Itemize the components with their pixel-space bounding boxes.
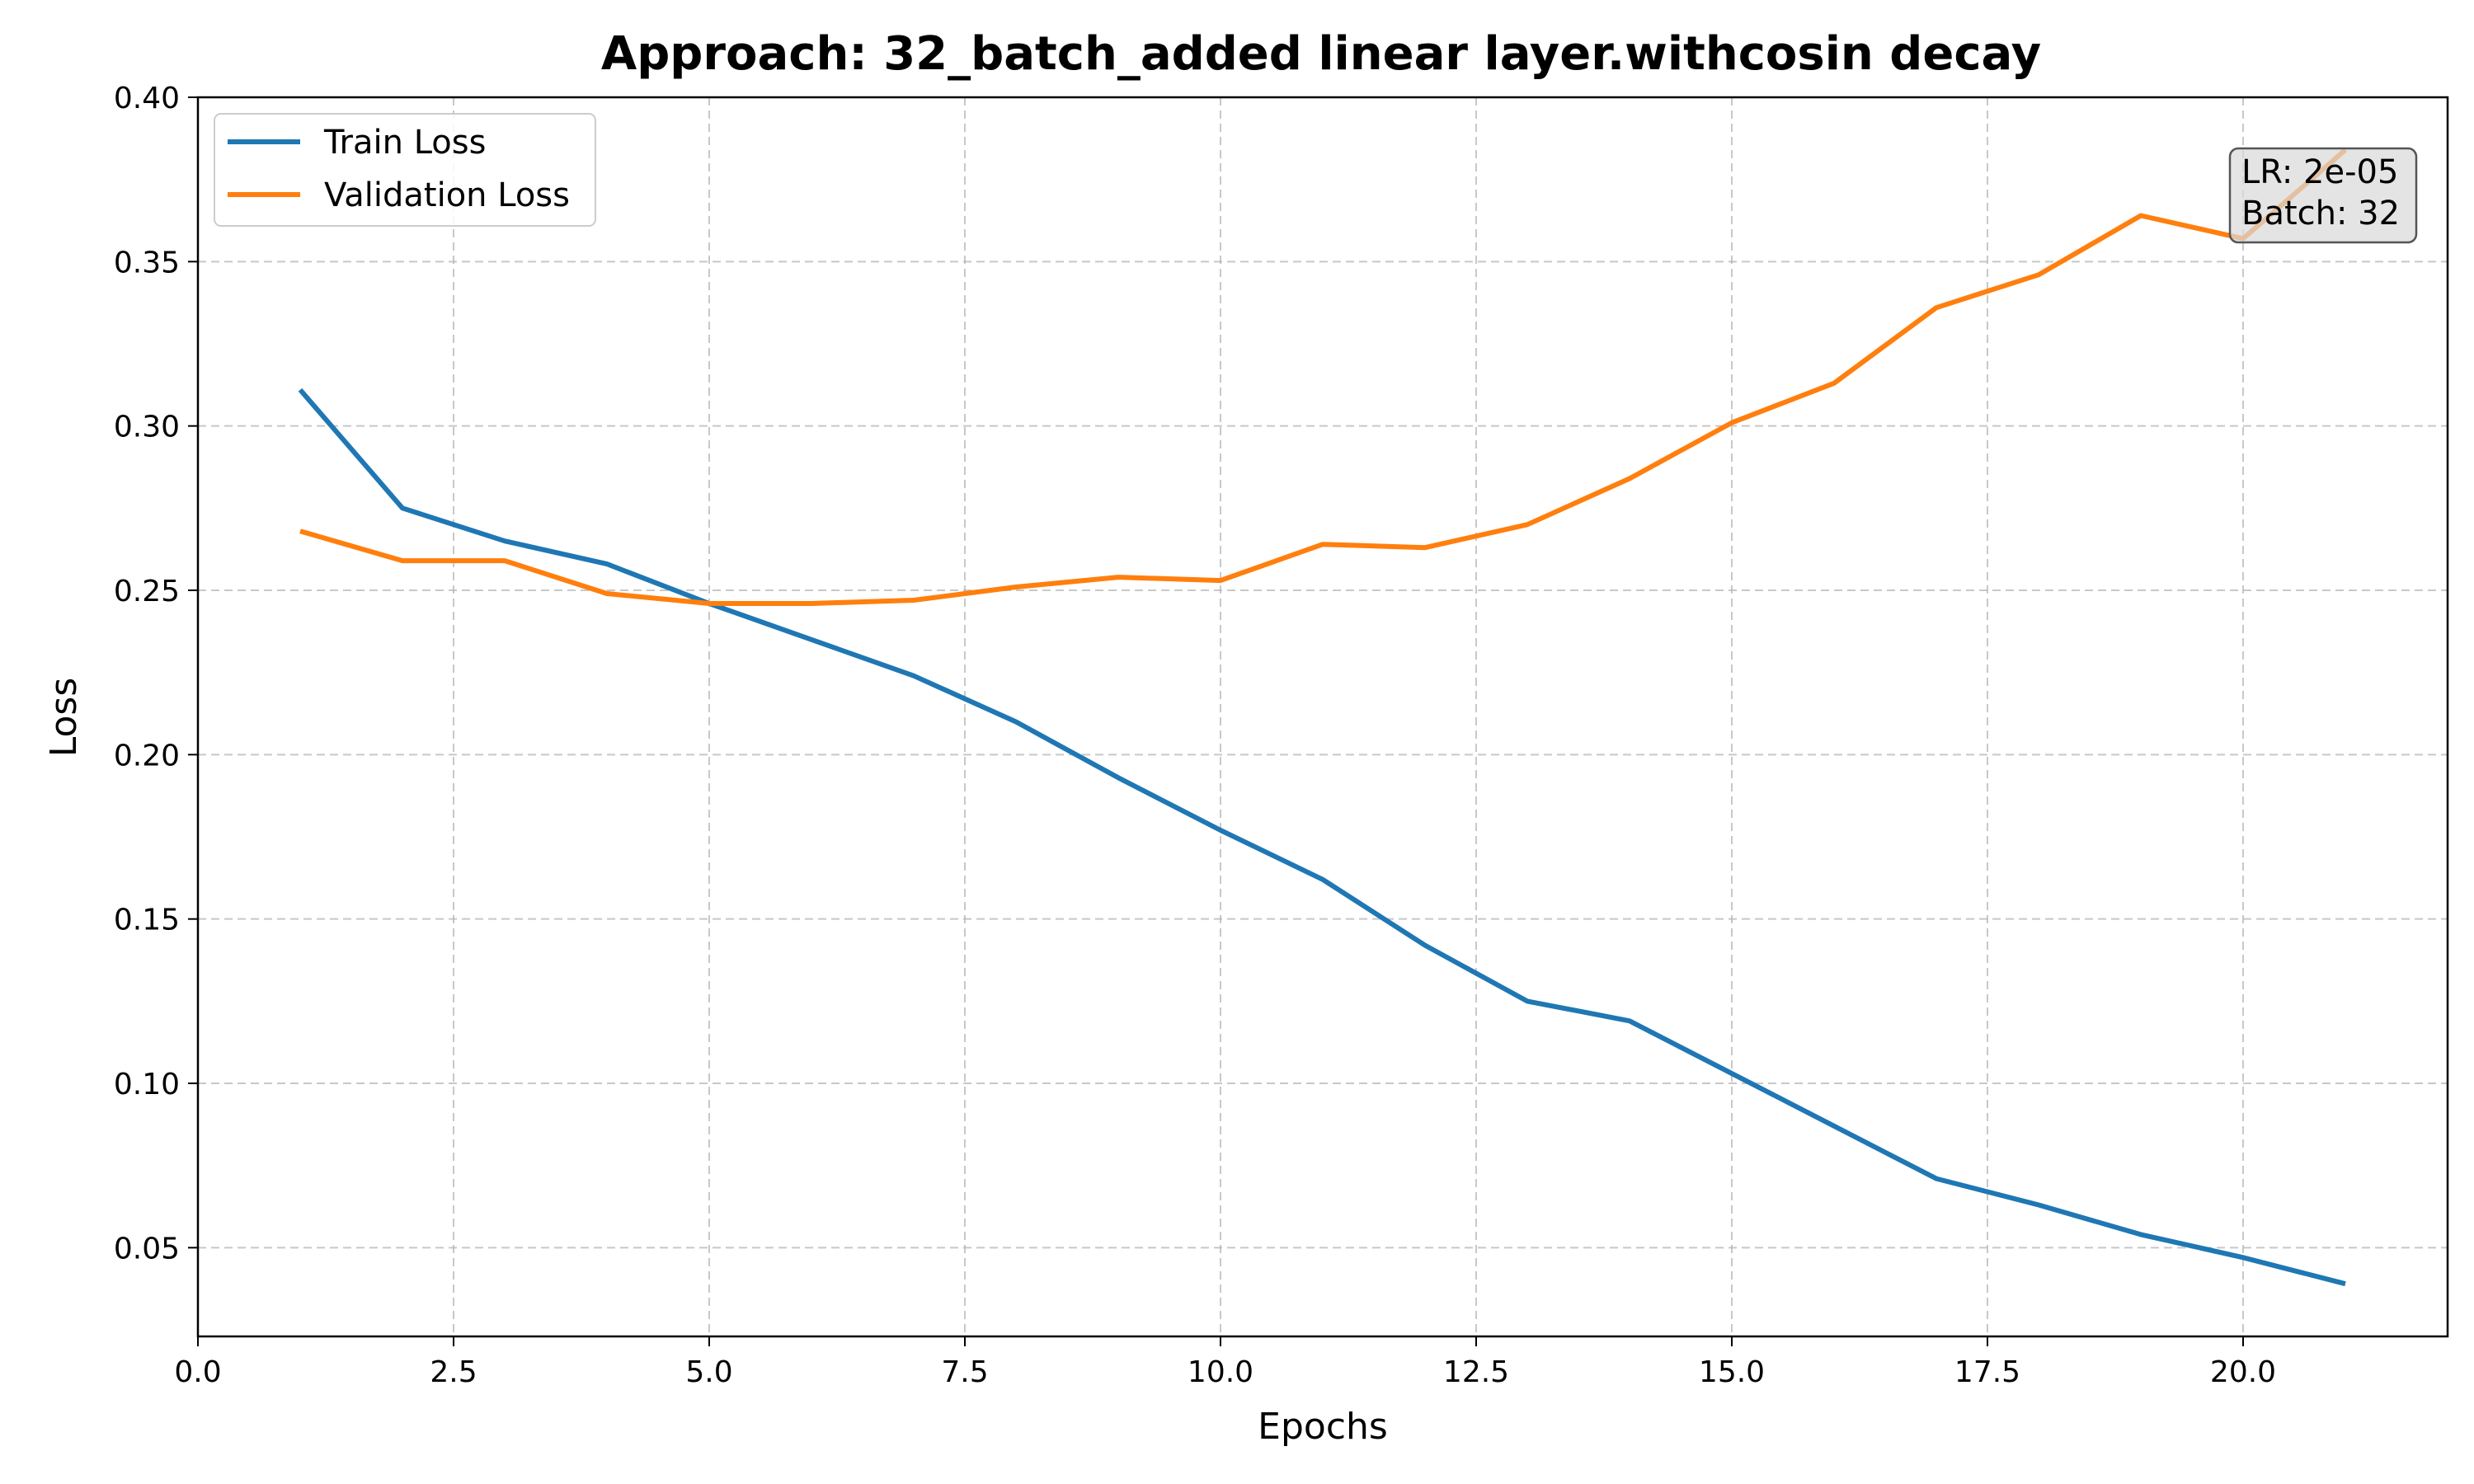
y-tick-label: 0.40 <box>114 82 180 115</box>
y-axis-ticks: 0.05 0.10 0.15 0.20 0.25 0.30 0.35 0.40 <box>114 82 198 1266</box>
legend: Train Loss Validation Loss <box>214 113 596 227</box>
legend-label-train-loss: Train Loss <box>323 124 486 162</box>
y-tick-label: 0.35 <box>114 246 180 279</box>
legend-box <box>214 113 596 227</box>
x-axis-ticks: 0.0 2.5 5.0 7.5 10.0 12.5 15.0 17.5 20.0 <box>174 1336 2276 1389</box>
y-tick-label: 0.15 <box>114 904 180 937</box>
annotation-background <box>2228 147 2418 244</box>
x-tick-label: 10.0 <box>1188 1355 1253 1389</box>
x-tick-label: 2.5 <box>430 1355 477 1389</box>
annotation-box: LR: 2e-05 Batch: 32 <box>2228 147 2418 244</box>
y-tick-label: 0.05 <box>114 1232 180 1266</box>
x-tick-label: 17.5 <box>1954 1355 2020 1389</box>
series-lines <box>298 148 2347 1287</box>
y-tick-label: 0.25 <box>114 575 180 608</box>
y-axis-label: Loss <box>43 678 85 758</box>
y-tick-label: 0.10 <box>114 1068 180 1101</box>
x-tick-label: 12.5 <box>1443 1355 1509 1389</box>
x-tick-label: 5.0 <box>685 1355 732 1389</box>
y-tick-label: 0.20 <box>114 739 180 773</box>
x-tick-label: 20.0 <box>2210 1355 2276 1389</box>
x-tick-label: 15.0 <box>1699 1355 1765 1389</box>
annotation-batch: Batch: 32 <box>2241 195 2400 232</box>
series-line-train-loss <box>298 387 2346 1287</box>
annotation-lr: LR: 2e-05 <box>2241 153 2398 191</box>
x-axis-label: Epochs <box>1258 1406 1388 1448</box>
y-tick-label: 0.30 <box>114 411 180 444</box>
series-line-validation-loss <box>299 148 2347 606</box>
x-tick-label: 7.5 <box>941 1355 988 1389</box>
plot-frame <box>196 96 2449 1338</box>
legend-label-validation-loss: Validation Loss <box>324 176 570 214</box>
chart-title: Approach: 32_batch_added linear layer.wi… <box>601 27 2041 81</box>
x-tick-label: 0.0 <box>174 1355 221 1389</box>
